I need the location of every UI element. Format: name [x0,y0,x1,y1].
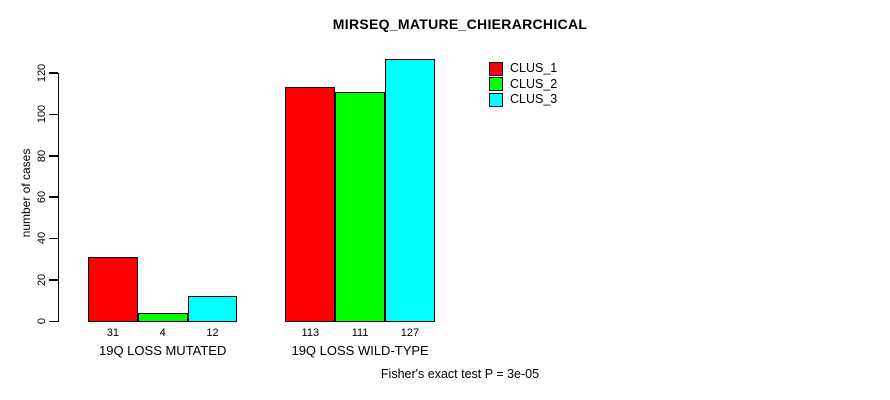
annotation-fisher-test: Fisher's exact test P = 3e-05 [380,367,540,381]
legend-label-clus-2: CLUS_2 [510,76,558,91]
legend-label-clus-3: CLUS_3 [510,92,558,106]
y-axis-tick-label: 120 [36,63,48,83]
legend-swatch-clus-1 [489,61,503,76]
bar-clus_1-group1 [88,256,138,323]
bar-clus_2-group1 [137,312,188,323]
legend-item: CLUS_2 [489,76,558,91]
y-axis-tick-label: 0 [36,317,48,325]
y-axis-tick [48,237,58,240]
y-axis-tick [48,320,58,322]
bar-clus_1-group2 [285,87,336,323]
y-axis-label: number of cases [19,148,33,238]
y-axis-tick [48,279,58,281]
bar-value-label: 12 [206,327,219,339]
legend-label-clus-1: CLUS_1 [510,61,558,75]
y-axis-tick-label: 20 [36,273,48,286]
bar-value-label: 111 [351,327,369,339]
y-axis-tick-label: 40 [36,232,48,245]
bar-clus_2-group2 [335,91,385,323]
chart-title: MIRSEQ_MATURE_CHIERARCHICAL [332,16,588,32]
legend-swatch-clus-2 [489,77,503,91]
y-axis-tick-label: 60 [36,190,48,204]
bar-value-label: 113 [301,327,320,339]
bar-value-label: 31 [106,327,120,339]
x-group-label: 19Q LOSS WILD-TYPE [291,343,429,358]
legend-item: CLUS_3 [489,92,558,107]
y-axis-tick-label: 100 [36,105,48,124]
bar-value-label: 127 [400,327,420,339]
x-group-label: 19Q LOSS MUTATED [98,343,227,358]
y-axis-tick [48,196,58,198]
y-axis-tick [48,113,58,116]
y-axis-tick [48,72,58,74]
bar-clus_3-group1 [187,296,238,323]
bar-clus_3-group2 [385,58,435,323]
y-axis-tick-label: 80 [36,149,48,162]
legend-item: CLUS_1 [489,61,558,76]
legend-swatch-clus-3 [489,92,503,107]
legend: CLUS_1 CLUS_2 CLUS_3 [489,61,558,107]
y-axis-tick [48,155,58,157]
bar-value-label: 4 [159,327,166,339]
y-axis-line [57,72,59,323]
